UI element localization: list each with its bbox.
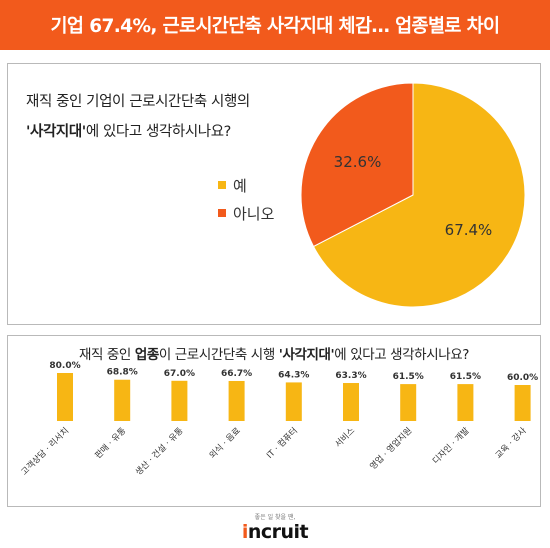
legend-item-no: 아니오 xyxy=(218,199,274,227)
bar-category-label-4: IT · 컴퓨터 xyxy=(264,425,300,461)
legend-swatch-yes xyxy=(218,181,226,189)
pie-question-line2: '사각지대'에 있다고 생각하시나요? xyxy=(26,117,250,147)
legend-item-yes: 예 xyxy=(218,171,274,199)
bar-8 xyxy=(514,385,531,421)
legend-label-no: 아니오 xyxy=(233,204,275,223)
pie-question: 재직 중인 기업이 근로시간단축 시행의 '사각지대'에 있다고 생각하시나요? xyxy=(26,87,250,147)
bar-7 xyxy=(457,384,474,421)
bar-category-label-3: 외식 · 음료 xyxy=(207,425,243,461)
bar-1 xyxy=(114,379,131,421)
pie-question-line1: 재직 중인 기업이 근로시간단축 시행의 xyxy=(26,94,250,110)
bar-question: 재직 중인 업종이 근로시간단축 시행 '사각지대'에 있다고 생각하시나요? xyxy=(8,343,540,363)
pie-chart-panel: 재직 중인 기업이 근로시간단축 시행의 '사각지대'에 있다고 생각하시나요?… xyxy=(7,63,541,325)
bar-6 xyxy=(400,384,417,421)
pie-slice-yes xyxy=(312,82,526,308)
bar-value-label-1: 68.8% xyxy=(107,368,138,378)
bar-question-suffix: 에 있다고 생각하시나요? xyxy=(334,347,470,363)
legend-label-yes: 예 xyxy=(233,176,247,195)
bar-category-label-2: 생산 · 건설 · 유통 xyxy=(133,425,186,478)
bar-category-label-0: 고객상담 · 리서치 xyxy=(19,425,71,477)
pie-value-label-yes: 67.4% xyxy=(445,221,493,239)
bar-value-label-6: 61.5% xyxy=(393,372,424,382)
pie-value-label-no: 32.6% xyxy=(334,153,382,171)
bar-4 xyxy=(285,382,302,421)
footer-tagline: 좋은 일 찾을 땐, xyxy=(254,514,296,521)
bar-chart: 80.0% 고객상담 · 리서치 68.8% 판매 · 유통 67.0% 생산 · 건설 … xyxy=(19,361,538,478)
bar-value-label-2: 67.0% xyxy=(164,369,195,379)
pie-chart: 67.4% 32.6% xyxy=(300,82,526,308)
bar-value-label-8: 60.0% xyxy=(507,373,538,383)
title-banner: 기업 67.4%, 근로시간단축 사각지대 체감… 업종별로 차이 xyxy=(0,0,550,50)
bar-value-label-5: 63.3% xyxy=(335,371,366,381)
bar-question-prefix: 재직 중인 xyxy=(78,347,135,363)
bar-category-label-5: 서비스 xyxy=(333,426,357,450)
bar-category-label-8: 교육 · 강사 xyxy=(493,425,529,461)
bar-value-label-3: 66.7% xyxy=(221,369,252,379)
banner-title: 기업 67.4%, 근로시간단축 사각지대 체감… 업종별로 차이 xyxy=(50,16,501,37)
bar-3 xyxy=(228,380,245,421)
bar-0 xyxy=(57,373,73,421)
bar-5 xyxy=(343,383,359,421)
incruit-logo: incruit xyxy=(241,521,309,543)
legend-swatch-no xyxy=(218,209,226,217)
pie-question-line2-rest: 에 있다고 생각하시나요? xyxy=(85,124,232,140)
bar-question-middle: 이 근로시간단축 시행 xyxy=(158,347,279,363)
pie-question-highlight: '사각지대' xyxy=(26,124,86,140)
bar-value-label-4: 64.3% xyxy=(278,370,309,380)
bar-value-label-7: 61.5% xyxy=(450,372,481,382)
pie-slice-no xyxy=(300,82,414,248)
incruit-logo-rest: ncruit xyxy=(247,521,309,543)
pie-legend: 예 아니오 xyxy=(218,171,274,227)
bar-2 xyxy=(171,380,188,421)
bar-chart-panel: 재직 중인 업종이 근로시간단축 시행 '사각지대'에 있다고 생각하시나요? … xyxy=(7,335,541,507)
footer: 좋은 일 찾을 땐, incruit xyxy=(0,512,550,543)
bar-value-label-0: 80.0% xyxy=(49,361,80,371)
bar-question-bold-industry: 업종 xyxy=(134,347,159,363)
incruit-logo-i: i xyxy=(241,521,249,543)
bar-category-label-7: 디자인 · 개발 xyxy=(430,425,471,466)
bar-category-label-6: 영업 · 영업지원 xyxy=(368,425,415,472)
bar-category-label-1: 판매 · 유통 xyxy=(93,426,128,461)
bar-question-bold-blindspot: '사각지대' xyxy=(278,347,335,363)
